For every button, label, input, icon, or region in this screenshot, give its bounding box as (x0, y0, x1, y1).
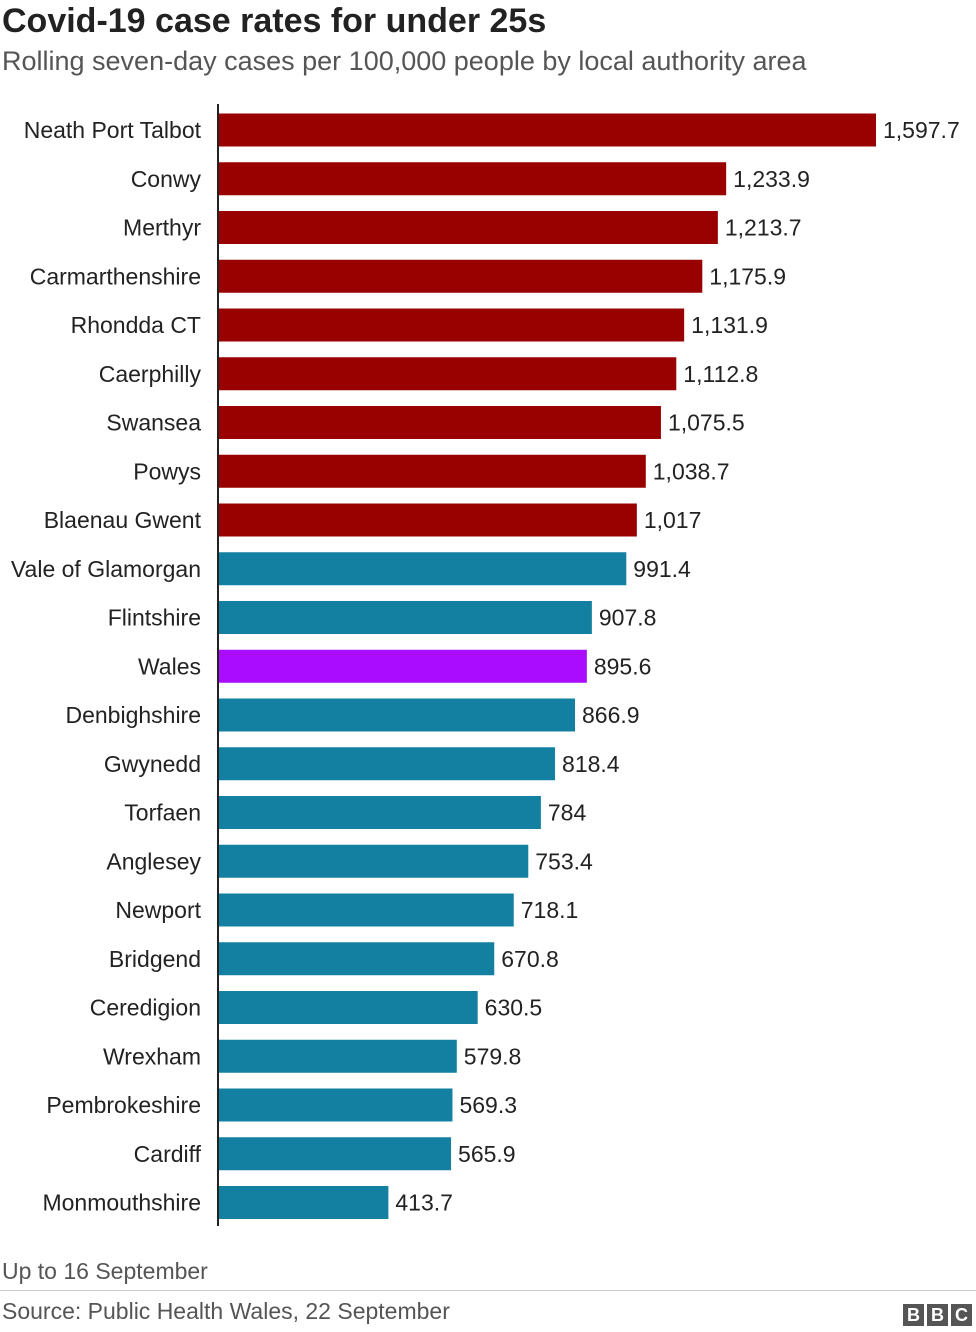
bar-chart: Neath Port Talbot 1,597.7 Conwy 1,233.9 Mert… (11, 104, 960, 1226)
bar (218, 1186, 389, 1219)
date-note: Up to 16 September (2, 1258, 208, 1284)
value-label: 569.3 (459, 1092, 517, 1118)
value-label: 753.4 (535, 848, 593, 874)
category-label: Denbighshire (65, 702, 201, 728)
bar (218, 454, 646, 488)
bar (218, 259, 703, 293)
category-label: Cardiff (134, 1141, 202, 1167)
category-label: Vale of Glamorgan (11, 556, 201, 582)
bar (218, 113, 876, 147)
category-label: Monmouthshire (42, 1190, 201, 1216)
bbc-logo-letter: B (903, 1304, 924, 1326)
bar (218, 1039, 457, 1073)
value-label: 784 (548, 800, 587, 826)
category-label: Ceredigion (90, 995, 201, 1021)
bar (218, 503, 637, 537)
category-label: Blaenau Gwent (44, 507, 202, 533)
bar (218, 601, 592, 634)
value-label: 866.9 (582, 702, 640, 728)
bar (218, 406, 661, 439)
value-label: 1,233.9 (733, 166, 810, 192)
footer-divider (0, 1290, 976, 1291)
bar (218, 796, 541, 829)
value-label: 565.9 (458, 1141, 516, 1167)
value-label: 991.4 (633, 556, 691, 582)
value-label: 1,597.7 (883, 117, 960, 143)
value-label: 1,131.9 (691, 312, 768, 338)
category-label: Merthyr (123, 215, 201, 241)
bar (218, 893, 514, 927)
bar (218, 698, 576, 732)
bar (218, 991, 478, 1024)
category-label: Flintshire (108, 605, 201, 631)
bbc-logo-letter: C (951, 1304, 972, 1326)
value-label: 1,112.8 (683, 361, 758, 387)
value-label: 1,175.9 (709, 263, 786, 289)
category-label: Newport (115, 897, 201, 923)
category-label: Powys (133, 458, 201, 484)
value-label: 718.1 (521, 897, 579, 923)
value-label: 907.8 (599, 605, 657, 631)
value-label: 1,213.7 (725, 215, 802, 241)
bar (218, 552, 627, 586)
category-label: Neath Port Talbot (24, 117, 202, 143)
category-label: Anglesey (106, 848, 201, 874)
bar (218, 357, 677, 391)
category-label: Bridgend (109, 946, 201, 972)
bar (218, 1137, 452, 1171)
bbc-logo: B B C (903, 1304, 972, 1326)
bar (218, 844, 529, 878)
bbc-logo-letter: B (927, 1304, 948, 1326)
bar (218, 747, 556, 781)
category-label: Pembrokeshire (46, 1092, 201, 1118)
category-label: Wales (138, 653, 201, 679)
bar (218, 1088, 453, 1122)
value-label: 1,038.7 (653, 458, 730, 484)
category-label: Carmarthenshire (30, 263, 201, 289)
bar (218, 308, 685, 342)
category-label: Torfaen (124, 800, 201, 826)
bar (218, 211, 718, 244)
bar (218, 649, 587, 683)
category-label: Caerphilly (99, 361, 202, 387)
category-label: Conwy (131, 166, 202, 192)
category-label: Swansea (106, 410, 201, 436)
bar (218, 162, 727, 196)
source-note: Source: Public Health Wales, 22 Septembe… (2, 1298, 450, 1324)
value-label: 818.4 (562, 751, 620, 777)
value-label: 1,017 (644, 507, 702, 533)
value-label: 630.5 (485, 995, 543, 1021)
chart-title: Covid-19 case rates for under 25s (2, 2, 547, 40)
category-label: Rhondda CT (71, 312, 201, 338)
value-label: 895.6 (594, 653, 652, 679)
value-label: 1,075.5 (668, 410, 745, 436)
value-label: 670.8 (501, 946, 559, 972)
value-label: 579.8 (464, 1043, 522, 1069)
bar (218, 942, 495, 976)
value-label: 413.7 (395, 1190, 453, 1216)
category-label: Wrexham (103, 1043, 201, 1069)
chart-subtitle: Rolling seven-day cases per 100,000 peop… (2, 46, 807, 76)
category-label: Gwynedd (104, 751, 201, 777)
